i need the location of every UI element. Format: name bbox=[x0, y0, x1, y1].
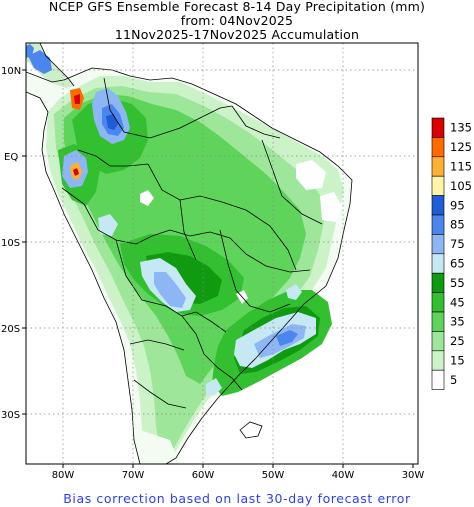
forecast-init-date: from: 04Nov2025 bbox=[180, 13, 294, 28]
lat-label-30s: 30S bbox=[1, 410, 20, 421]
precip-65mm-bolivia bbox=[98, 214, 118, 236]
lon-label-50w: 50W bbox=[262, 470, 285, 481]
dry-patch-amazon bbox=[140, 190, 154, 206]
legend-swatch-125 bbox=[431, 137, 445, 158]
accumulation-period: 11Nov2025-17Nov2025 Accumulation bbox=[114, 27, 360, 42]
country-borders bbox=[26, 43, 353, 464]
legend-swatch-65 bbox=[431, 253, 445, 274]
legend-label-105: 105 bbox=[450, 179, 472, 193]
lat-label-10s: 10S bbox=[1, 238, 20, 249]
precip-85mm-southeast bbox=[276, 330, 298, 346]
latitude-ticks bbox=[22, 69, 26, 415]
legend-label-25: 25 bbox=[450, 334, 465, 348]
legend-swatch-115 bbox=[431, 156, 445, 177]
legend-label-5: 5 bbox=[450, 373, 457, 387]
map-frame bbox=[25, 42, 419, 465]
dry-patch-northeast bbox=[296, 160, 326, 190]
legend-swatch-25 bbox=[431, 331, 445, 352]
legend-swatch-105 bbox=[431, 175, 445, 196]
precip-85mm-nw-corner bbox=[26, 44, 34, 58]
map-area bbox=[26, 43, 418, 464]
lon-label-40w: 40W bbox=[332, 470, 355, 481]
lon-label-70w: 70W bbox=[122, 470, 145, 481]
lat-label-10n: 10N bbox=[1, 66, 21, 77]
longitude-ticks bbox=[62, 464, 414, 468]
legend-label-65: 65 bbox=[450, 257, 465, 271]
legend-swatch-95 bbox=[431, 195, 445, 216]
legend-label-115: 115 bbox=[450, 160, 472, 174]
dry-patch-northeast-coast bbox=[320, 192, 342, 222]
precip-65mm-mato-grosso bbox=[286, 284, 302, 300]
latitude-labels: 10N EQ 10S 20S 30S bbox=[1, 66, 21, 421]
legend-swatch-55 bbox=[431, 272, 445, 293]
lon-label-30w: 30W bbox=[402, 470, 425, 481]
legend-swatch-45 bbox=[431, 292, 445, 313]
lat-label-eq: EQ bbox=[4, 152, 18, 163]
legend-label-45: 45 bbox=[450, 295, 465, 309]
dry-region-patagonia bbox=[138, 430, 180, 464]
legend-swatch-15 bbox=[431, 350, 445, 371]
legend-label-75: 75 bbox=[450, 237, 465, 251]
precip-135mm-panama bbox=[74, 94, 80, 104]
legend-swatch-85 bbox=[431, 214, 445, 235]
bias-correction-note: Bias correction based on last 30-day for… bbox=[63, 491, 411, 506]
lon-label-60w: 60W bbox=[192, 470, 215, 481]
legend-label-135: 135 bbox=[450, 121, 472, 135]
legend-label-15: 15 bbox=[450, 354, 465, 368]
legend-label-35: 35 bbox=[450, 315, 465, 329]
legend-swatch-75 bbox=[431, 234, 445, 255]
legend-label-125: 125 bbox=[450, 140, 472, 154]
precip-65mm-parana bbox=[206, 378, 222, 396]
lon-label-80w: 80W bbox=[52, 470, 75, 481]
lat-label-20s: 20S bbox=[1, 324, 20, 335]
map-title: NCEP GFS Ensemble Forecast 8-14 Day Prec… bbox=[48, 0, 426, 14]
legend-swatch-5 bbox=[431, 369, 445, 390]
precipitation-legend: 135 125 115 105 95 85 75 65 55 45 35 25 15 5 bbox=[431, 117, 472, 390]
legend-label-85: 85 bbox=[450, 218, 465, 232]
legend-label-95: 95 bbox=[450, 198, 465, 212]
legend-swatch-35 bbox=[431, 311, 445, 332]
precip-75mm-central bbox=[154, 272, 186, 308]
legend-swatch-135 bbox=[431, 117, 445, 138]
precip-135mm-ecuador bbox=[73, 168, 79, 176]
longitude-labels: 80W 70W 60W 50W 40W 30W bbox=[52, 470, 425, 481]
legend-label-55: 55 bbox=[450, 276, 465, 290]
